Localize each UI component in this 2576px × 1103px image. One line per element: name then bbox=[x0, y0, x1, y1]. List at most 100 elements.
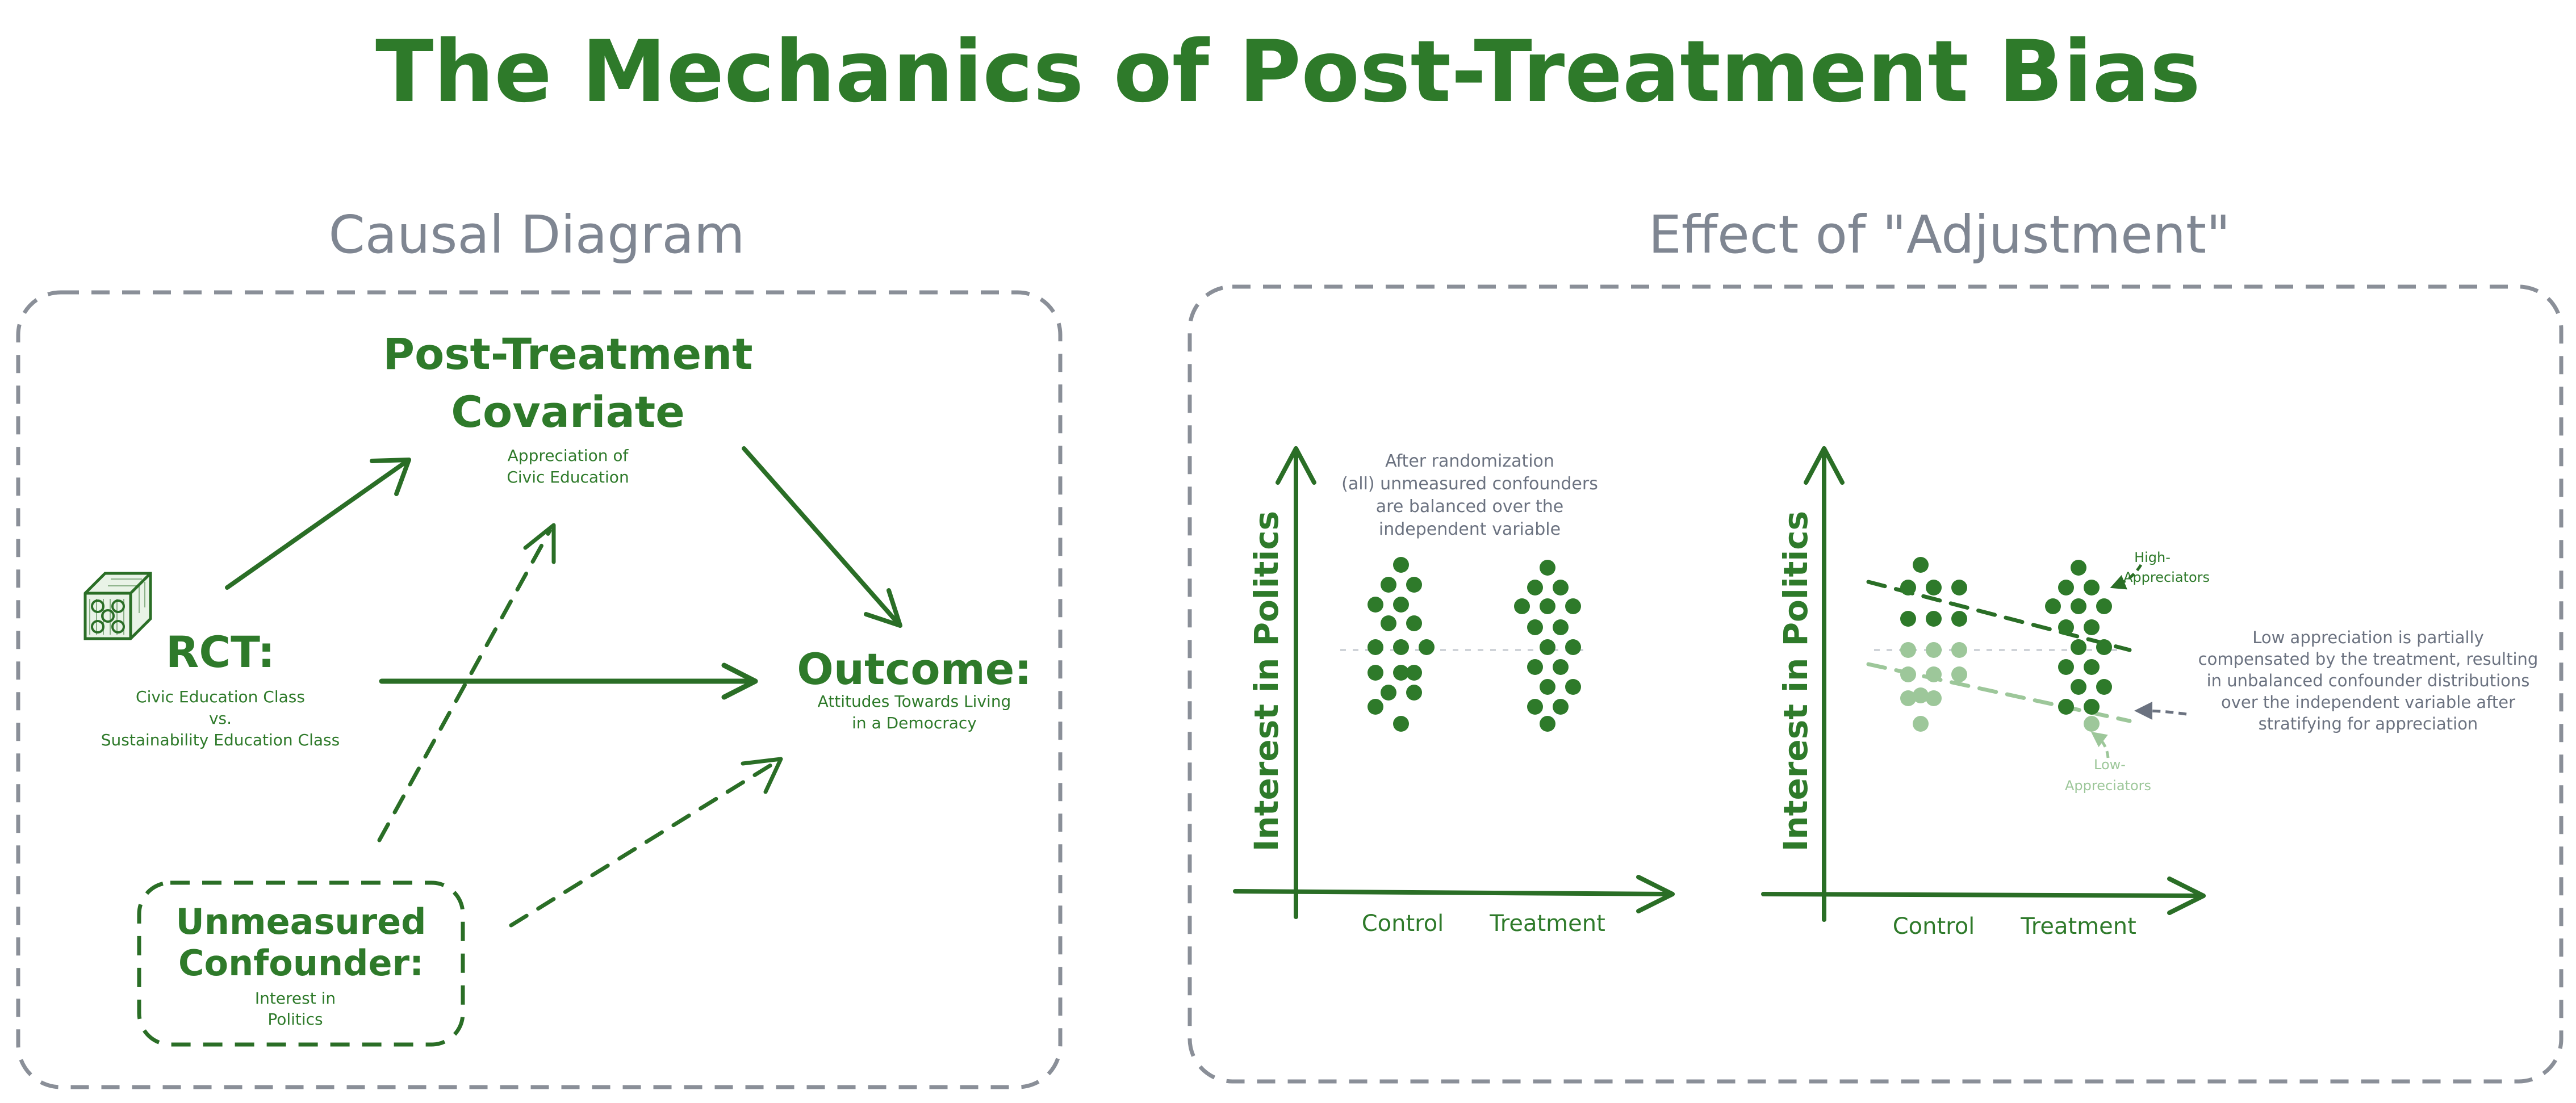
dot bbox=[1393, 639, 1409, 655]
dot bbox=[1368, 639, 1383, 655]
plot1-note-line1: After randomization bbox=[1385, 451, 1554, 471]
dot bbox=[2096, 679, 2112, 695]
dot bbox=[1540, 560, 1555, 576]
low-appreciators-label-line1: Low- bbox=[2094, 757, 2126, 773]
dot bbox=[1900, 690, 1916, 706]
dot bbox=[2071, 639, 2086, 655]
dot bbox=[1913, 687, 1929, 703]
arrow-rct-to-covariate-head bbox=[370, 458, 411, 496]
dot bbox=[2071, 598, 2086, 614]
high-appreciators-pointer bbox=[2110, 564, 2143, 590]
dot bbox=[1381, 577, 1396, 593]
left-panel-heading: Causal Diagram bbox=[328, 204, 745, 265]
plot1-note-line4: independent variable bbox=[1379, 519, 1561, 539]
dice-icon bbox=[83, 572, 152, 640]
plot2-xtick-treatment: Treatment bbox=[2020, 913, 2136, 940]
plot2-dots bbox=[1900, 557, 2112, 732]
arrow-confounder-to-outcome-head bbox=[741, 757, 783, 794]
plot1-axes bbox=[1233, 446, 1675, 919]
confounder-box bbox=[137, 880, 465, 1047]
dot bbox=[1406, 577, 1422, 593]
dot bbox=[1381, 615, 1396, 631]
post-treatment-sub-line1: Appreciation of bbox=[508, 446, 629, 465]
rct-node: RCT: Civic Education Class vs. Sustainab… bbox=[101, 627, 340, 749]
plot2-note-line1: Low appreciation is partially bbox=[2252, 628, 2484, 647]
rct-sub-line1: Civic Education Class bbox=[136, 687, 305, 706]
dot bbox=[1393, 597, 1409, 613]
dot bbox=[1381, 685, 1396, 701]
post-treatment-title-line1: Post-Treatment bbox=[383, 329, 752, 379]
dot bbox=[1540, 679, 1555, 695]
dot bbox=[1527, 659, 1543, 675]
plot1-dots bbox=[1368, 557, 1581, 732]
dot bbox=[1368, 597, 1383, 613]
dot bbox=[2096, 598, 2112, 614]
dot bbox=[1565, 679, 1581, 695]
plot1-xtick-treatment: Treatment bbox=[1489, 911, 1605, 937]
plot2-xtick-control: Control bbox=[1893, 913, 1975, 940]
arrow-rct-to-outcome-head bbox=[721, 662, 758, 700]
dot bbox=[2084, 716, 2100, 732]
rct-sub-line3: Sustainability Education Class bbox=[101, 731, 340, 749]
left-panel-frame bbox=[16, 290, 1063, 1089]
rct-title: RCT: bbox=[166, 627, 275, 677]
dot bbox=[1951, 580, 1967, 595]
plot1-ylabel: Interest in Politics bbox=[1247, 511, 1286, 852]
page-title: The Mechanics of Post-Treatment Bias bbox=[375, 23, 2201, 121]
outcome-node: Outcome: Attitudes Towards Living in a D… bbox=[797, 644, 1031, 732]
dot bbox=[1540, 598, 1555, 614]
dot bbox=[1406, 615, 1422, 631]
plot1-xtick-control: Control bbox=[1362, 911, 1444, 937]
low-appreciators-pointer bbox=[2090, 731, 2110, 758]
dot bbox=[2071, 560, 2086, 576]
plot2-axes bbox=[1761, 446, 2206, 922]
dot bbox=[2096, 639, 2112, 655]
plot1-note-line3: are balanced over the bbox=[1376, 497, 1563, 517]
dot bbox=[1926, 611, 1942, 627]
plot2-ylabel: Interest in Politics bbox=[1776, 511, 1815, 852]
dot bbox=[1514, 598, 1530, 614]
dot bbox=[1951, 666, 1967, 682]
confounder-title-line1: Unmeasured bbox=[175, 901, 426, 942]
dot bbox=[1527, 580, 1543, 595]
dot bbox=[1900, 642, 1916, 658]
dot bbox=[2084, 699, 2100, 715]
dot bbox=[1913, 557, 1929, 573]
dot bbox=[2058, 699, 2074, 715]
dot bbox=[1393, 716, 1409, 732]
dot bbox=[2084, 659, 2100, 675]
arrow-covariate-to-outcome-head bbox=[864, 588, 902, 628]
post-treatment-title-line2: Covariate bbox=[451, 387, 685, 437]
plot2-note-pointer bbox=[2134, 702, 2187, 720]
plot2-note: Low appreciation is partially compensate… bbox=[2198, 628, 2539, 733]
dot bbox=[1926, 690, 1942, 706]
dot bbox=[1406, 665, 1422, 681]
dot bbox=[1951, 642, 1967, 658]
confounder-sub-line1: Interest in bbox=[255, 989, 336, 1008]
dot bbox=[2058, 580, 2074, 595]
dot bbox=[1419, 639, 1435, 655]
dot bbox=[1900, 580, 1916, 595]
dot bbox=[1951, 611, 1967, 627]
dot bbox=[2058, 619, 2074, 635]
plot1-note-line2: (all) unmeasured confounders bbox=[1341, 474, 1598, 494]
outcome-sub-line1: Attitudes Towards Living bbox=[818, 692, 1011, 711]
dot bbox=[1565, 598, 1581, 614]
dot bbox=[1926, 580, 1942, 595]
arrow-confounder-to-covariate bbox=[377, 529, 552, 842]
arrow-rct-to-covariate bbox=[225, 458, 411, 590]
plot2-note-line5: stratifying for appreciation bbox=[2259, 714, 2478, 733]
dot bbox=[2084, 619, 2100, 635]
dot bbox=[2084, 580, 2100, 595]
plot1-note: After randomization (all) unmeasured con… bbox=[1341, 451, 1598, 539]
high-appreciators-label-line2: Appreciators bbox=[2123, 569, 2210, 585]
dot bbox=[1913, 716, 1929, 732]
right-panel-frame bbox=[1187, 284, 2564, 1084]
dot bbox=[1540, 716, 1555, 732]
arrow-confounder-to-outcome bbox=[509, 758, 780, 928]
dot bbox=[1553, 619, 1569, 635]
dot bbox=[1406, 685, 1422, 701]
post-treatment-node: Post-Treatment Covariate Appreciation of… bbox=[383, 329, 752, 487]
dot bbox=[1368, 665, 1383, 681]
dot bbox=[2045, 598, 2061, 614]
